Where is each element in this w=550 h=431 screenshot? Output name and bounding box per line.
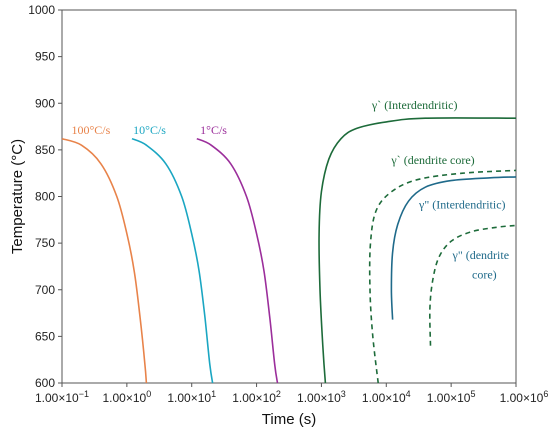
annotation-label: 100°C/s xyxy=(71,123,110,137)
x-tick-label: 1.00×101 xyxy=(167,389,216,405)
x-tick-label: 1.00×10−1 xyxy=(35,389,89,405)
annotation-label: 10°C/s xyxy=(133,123,166,137)
cooling-curve-line xyxy=(131,137,214,384)
annotation-label: γˋ (dendrite core) xyxy=(390,153,474,167)
annotation-label: γ" (dendrite xyxy=(452,248,510,262)
x-tick-label: 1.00×104 xyxy=(362,389,411,405)
y-tick-label: 1000 xyxy=(28,3,55,17)
ttt-curve-line xyxy=(390,176,517,320)
ttt-curve-line xyxy=(429,224,517,346)
series-layer xyxy=(61,117,517,384)
annotation-label: core) xyxy=(472,268,497,282)
cooling-curve-line xyxy=(196,137,279,384)
x-axis-ticks: 1.00×10−1 1.00×100 1.00×101 1.00×102 1.00×10… xyxy=(35,383,548,405)
ttt-curve-line xyxy=(368,169,517,384)
y-axis-ticks: 600 650 700 750 800 850 900 950 1000 xyxy=(28,3,62,390)
plot-border xyxy=(61,9,517,384)
annotation-label: 1°C/s xyxy=(200,123,227,137)
x-tick-label: 1.00×102 xyxy=(232,389,281,405)
x-tick-label: 1.00×105 xyxy=(427,389,476,405)
y-tick-label: 900 xyxy=(35,96,55,110)
plot-frame xyxy=(61,9,517,384)
annotation-label: γ" (Interdendritic) xyxy=(418,198,506,212)
annotation-layer: 100°C/s 10°C/s 1°C/s γˋ (Interdendritic) γˋ … xyxy=(71,98,509,282)
y-tick-label: 850 xyxy=(35,143,55,157)
x-tick-label: 1.00×106 xyxy=(500,389,549,405)
annotation-label: γˋ (Interdendritic) xyxy=(371,98,458,112)
y-tick-label: 800 xyxy=(35,190,55,204)
x-tick-label: 1.00×103 xyxy=(297,389,346,405)
ttt-curve-line xyxy=(318,117,517,384)
y-tick-label: 650 xyxy=(35,329,55,343)
y-tick-label: 700 xyxy=(35,283,55,297)
y-tick-label: 950 xyxy=(35,50,55,64)
x-tick-label: 1.00×100 xyxy=(102,389,151,405)
cooling-curve-line xyxy=(61,137,148,384)
y-axis-title: Temperature (°C) xyxy=(9,139,26,254)
y-tick-label: 750 xyxy=(35,236,55,250)
y-tick-label: 600 xyxy=(35,376,55,390)
x-axis-title: Time (s) xyxy=(262,411,316,428)
